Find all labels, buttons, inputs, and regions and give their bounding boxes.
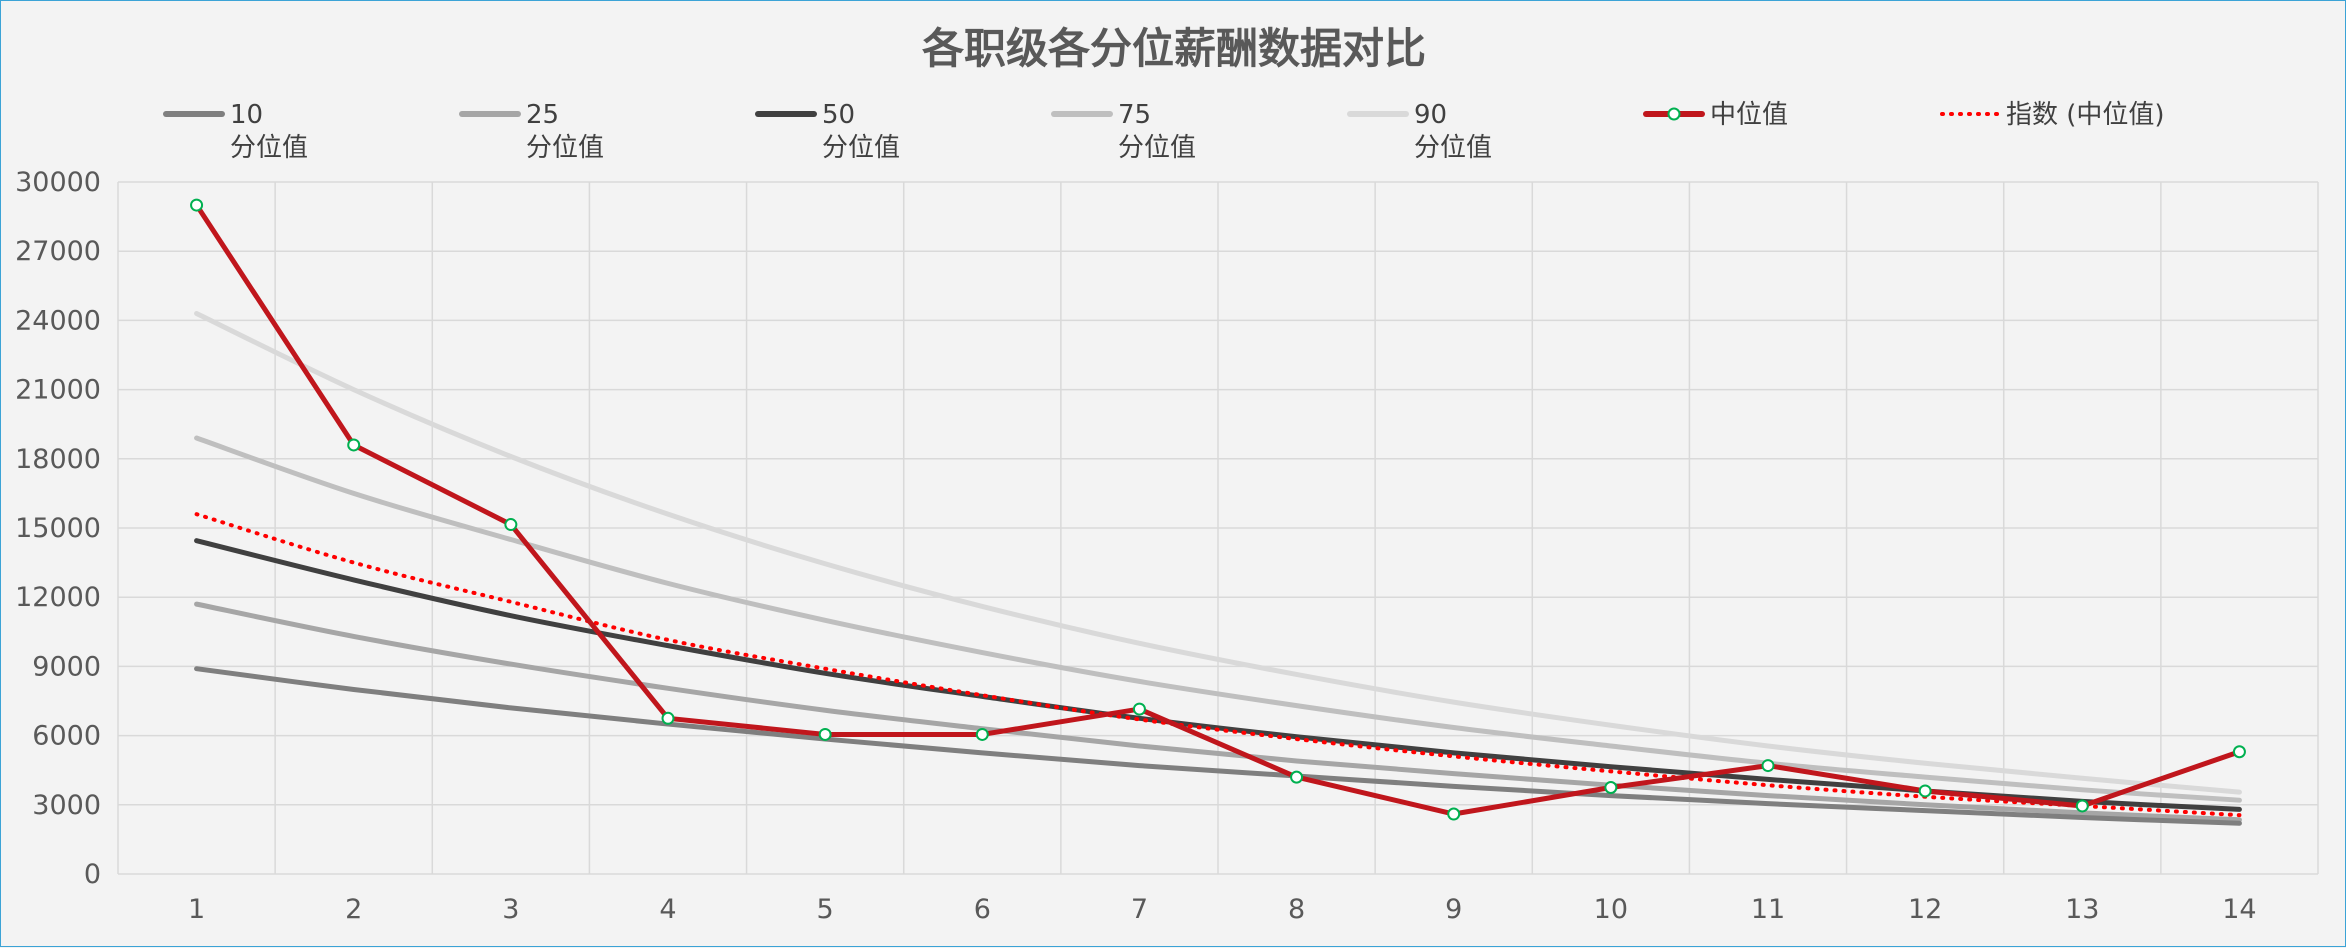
series-5 — [194, 310, 2242, 795]
data-point-marker — [1290, 770, 1304, 784]
x-tick-label: 14 — [2222, 894, 2256, 925]
legend-label-line2: 分位值 — [230, 133, 308, 163]
legend-label-line2: 分位值 — [1118, 133, 1196, 163]
data-point-marker — [818, 727, 832, 741]
x-tick-label: 8 — [1288, 894, 1305, 925]
series-1 — [194, 666, 2242, 826]
y-tick-label: 9000 — [32, 651, 101, 682]
series-line — [194, 666, 2242, 826]
x-tick-label: 6 — [974, 894, 991, 925]
data-point-marker — [1604, 781, 1618, 794]
data-point-marker — [504, 518, 518, 532]
legend-label: 中位值 — [1710, 100, 1788, 130]
data-point-marker — [190, 198, 204, 212]
x-tick-label: 11 — [1751, 894, 1785, 925]
x-tick-label: 5 — [817, 894, 834, 925]
y-tick-label: 0 — [84, 859, 101, 890]
data-point-marker — [1918, 784, 1932, 798]
y-tick-label: 30000 — [15, 167, 101, 198]
legend-label: 指数 (中位值) — [2006, 100, 2165, 130]
data-point-marker — [1132, 702, 1146, 716]
y-tick-label: 18000 — [15, 444, 101, 475]
series-line — [194, 310, 2242, 795]
legend-label-line2: 分位值 — [1414, 133, 1492, 163]
legend-label: 10 — [230, 100, 263, 130]
legend-item: 指数 (中位值) — [1940, 100, 2165, 130]
x-tick-label: 1 — [188, 894, 205, 925]
x-tick-label: 9 — [1445, 894, 1462, 925]
legend-label: 90 — [1414, 100, 1447, 130]
legend-label: 75 — [1118, 100, 1151, 130]
y-tick-label: 24000 — [15, 305, 101, 336]
legend-marker — [1667, 107, 1681, 121]
x-tick-label: 7 — [1131, 894, 1148, 925]
x-tick-label: 12 — [1908, 894, 1942, 925]
legend-item: 中位值 — [1643, 100, 1788, 130]
x-tick-label: 10 — [1594, 894, 1628, 925]
legend-label-line2: 分位值 — [526, 133, 604, 163]
legend-label: 25 — [526, 100, 559, 130]
y-tick-label: 21000 — [15, 375, 101, 406]
x-tick-label: 13 — [2065, 894, 2099, 925]
series-6 — [190, 198, 2246, 821]
series-line — [194, 512, 2242, 818]
data-point-marker — [2232, 745, 2246, 759]
legend-label-line2: 分位值 — [822, 133, 900, 163]
series-7 — [194, 512, 2242, 818]
x-tick-label: 3 — [502, 894, 519, 925]
y-tick-label: 27000 — [15, 236, 101, 267]
data-point-marker — [661, 711, 675, 725]
data-point-marker — [1761, 759, 1775, 773]
data-point-marker — [347, 438, 361, 452]
y-tick-label: 3000 — [32, 790, 101, 821]
x-tick-label: 2 — [345, 894, 362, 925]
y-tick-label: 6000 — [32, 721, 101, 752]
series-line — [194, 202, 2242, 817]
x-tick-label: 4 — [659, 894, 676, 925]
data-point-marker — [1447, 807, 1461, 821]
legend-label: 50 — [822, 100, 855, 130]
y-tick-label: 15000 — [15, 513, 101, 544]
series-group — [190, 198, 2246, 826]
series-line — [194, 601, 2242, 823]
x-axis: 1 2 3 4 5 6 7 8 9 10 11 12 13 14 — [188, 894, 2257, 925]
data-point-marker — [2075, 799, 2089, 813]
y-axis: 0 3000 6000 9000 12000 15000 18000 21000 24000 27… — [15, 167, 101, 890]
plot-grid — [117, 181, 2319, 875]
series-2 — [194, 601, 2242, 823]
chart-title: 各职级各分位薪酬数据对比 — [922, 24, 1426, 73]
data-point-marker — [975, 727, 989, 741]
y-tick-label: 12000 — [15, 582, 101, 613]
